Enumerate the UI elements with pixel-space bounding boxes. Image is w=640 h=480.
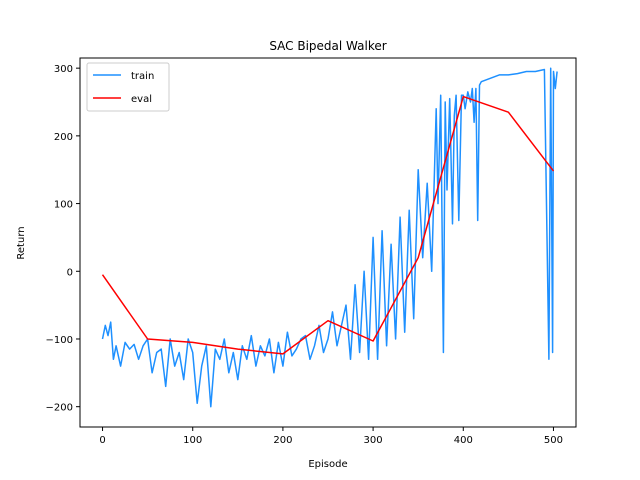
x-tick-label: 0 [99,435,105,446]
legend-box [86,62,170,112]
y-tick-label: 0 [67,267,73,278]
series-line-train [101,67,558,408]
x-tick-label: 300 [364,435,383,446]
x-axis: 0 100 200 300 400 500 [99,427,563,446]
x-tick-label: 100 [183,435,202,446]
plot-background [80,58,576,427]
x-tick-label: 400 [454,435,473,446]
x-tick-label: 200 [273,435,292,446]
x-axis-title: Episode [308,459,347,470]
y-tick-label: 300 [54,64,73,75]
series-layer [101,67,558,408]
legend-label-eval: eval [131,94,152,105]
plot-frame [79,57,577,428]
y-tick-label: −200 [46,403,73,414]
legend: train eval [86,62,170,112]
x-tick-label: 500 [544,435,563,446]
y-axis-title: Return [16,226,27,259]
chart-title: SAC Bipedal Walker [269,39,386,53]
y-axis: −200 −100 0 100 200 300 [46,64,80,414]
series-line-eval [101,95,555,355]
y-tick-label: 200 [54,132,73,143]
y-tick-label: 100 [54,200,73,211]
y-tick-label: −100 [46,335,73,346]
legend-label-train: train [131,71,154,82]
